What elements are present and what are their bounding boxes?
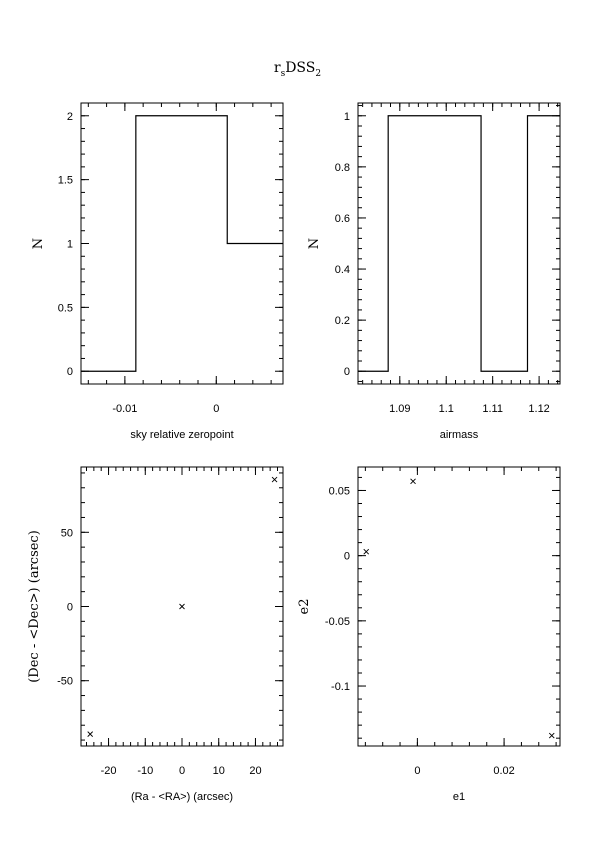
y-tick-label: 0.6: [335, 213, 350, 225]
figure-title-sub2: 2: [315, 68, 322, 79]
scatter-point: [271, 476, 278, 483]
scatter-point-stroke: [87, 731, 94, 737]
x-axis-label: e1: [453, 791, 465, 803]
y-tick-label: 1: [344, 111, 350, 123]
figure-title: rsDSS2: [0, 60, 595, 79]
y-tick-label: 50: [61, 527, 73, 539]
scatter-point-stroke: [548, 732, 555, 739]
x-tick-label: 0: [414, 765, 420, 777]
x-tick-label: 1.1: [439, 403, 454, 415]
x-tick-label: 1.12: [528, 403, 549, 415]
histogram-bin: [388, 116, 481, 371]
y-tick-label: 2: [67, 111, 73, 123]
y-axis-label: (Dec - <Dec>) (arcsec): [27, 530, 42, 683]
scatter-point: [179, 603, 185, 610]
y-tick-label: -0.05: [325, 616, 350, 628]
histogram-bin: [136, 116, 227, 371]
scatter-point: [363, 548, 370, 555]
x-tick-label: 20: [249, 765, 261, 777]
x-tick-label: -0.01: [112, 403, 137, 415]
x-tick-label: -20: [101, 765, 117, 777]
y-axis-label: N: [31, 238, 46, 249]
y-tick-label: 1.5: [58, 175, 73, 187]
y-tick-label: -0.1: [331, 681, 350, 693]
y-tick-label: 0.5: [58, 302, 73, 314]
chart-zeropoint: -0.01 0 0 0.5 1 1.5 2 sky relative zeropoint N: [31, 102, 284, 441]
y-tick-label: 0.4: [335, 264, 350, 276]
chart-airmass: 1.09 1.1 1.11 1.12 0 0.2 0.4 0.6 0.8 1 airmass N: [307, 102, 561, 441]
y-axis-label: e2: [297, 599, 312, 615]
y-tick-label: 0.05: [329, 485, 350, 497]
y-axis-label: N: [307, 238, 322, 249]
y-tick-label: 0: [344, 551, 350, 563]
x-tick-label: 1.11: [482, 403, 503, 415]
y-tick-label: 0.2: [335, 315, 350, 327]
y-tick-label: -50: [57, 676, 73, 688]
x-axis-label: airmass: [440, 429, 479, 441]
scatter-point: [87, 731, 94, 737]
histogram-bin: [227, 244, 283, 372]
y-tick-label: 0.8: [335, 162, 350, 174]
scatter-point-stroke: [363, 548, 370, 555]
chart-ellipticity: 0 0.02 -0.1 -0.05 0 0.05 e1 e2: [297, 466, 561, 803]
x-tick-label: 0.02: [493, 765, 514, 777]
histogram-bin: [527, 116, 560, 371]
figure-title-sub1: s: [280, 68, 286, 79]
figure-title-mid: DSS: [285, 60, 316, 76]
histogram-step-line: [81, 115, 283, 372]
histogram-step-line: [358, 115, 560, 372]
y-tick-label: 0: [344, 366, 350, 378]
scatter-point: [548, 732, 555, 739]
y-tick-label: 0: [67, 366, 73, 378]
chart-positions: -20 -10 0 10 20 -50 0 50 (Ra - <RA>) (arcsec) (De…: [27, 466, 284, 803]
y-tick-label: 1: [67, 239, 73, 251]
x-tick-label: -10: [137, 765, 153, 777]
plot-frame: [357, 466, 561, 747]
x-axis-label: sky relative zeropoint: [130, 429, 233, 441]
plot-frame: [357, 102, 561, 385]
x-tick-label: 1.09: [389, 403, 410, 415]
x-tick-label: 10: [213, 765, 225, 777]
x-axis-label: (Ra - <RA>) (arcsec): [131, 791, 233, 803]
scatter-point-stroke: [410, 478, 416, 485]
scatter-point-stroke: [271, 476, 278, 483]
scatter-point: [410, 478, 416, 485]
y-tick-label: 0: [67, 602, 73, 614]
figure-title-main: r: [273, 60, 281, 76]
scatter-point-stroke: [179, 603, 185, 610]
x-tick-label: 0: [179, 765, 185, 777]
x-tick-label: 0: [213, 403, 219, 415]
